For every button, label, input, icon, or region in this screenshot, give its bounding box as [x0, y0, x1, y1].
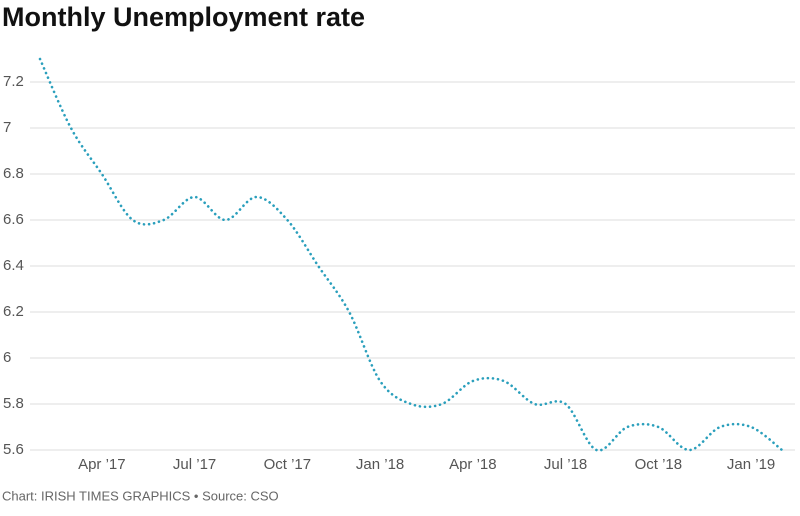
x-tick-label: Oct ’18 — [635, 456, 683, 473]
x-tick-label: Oct ’17 — [264, 456, 312, 473]
line — [38, 57, 784, 452]
x-tick-label: Jul ’18 — [544, 456, 587, 473]
x-tick-label: Jul ’17 — [173, 456, 216, 473]
y-tick-label: 6 — [3, 349, 11, 366]
x-tick-label: Jan ’18 — [356, 456, 404, 473]
y-tick-label: 5.8 — [3, 395, 24, 412]
y-tick-label: 7 — [3, 119, 11, 136]
y-tick-label: 6.2 — [3, 303, 24, 320]
x-tick-label: Apr ’18 — [449, 456, 497, 473]
y-tick-label: 6.4 — [3, 257, 24, 274]
x-tick-label: Jan ’19 — [727, 456, 775, 473]
source: Chart: IRISH TIMES GRAPHICS • Source: CS… — [2, 488, 279, 503]
x-tick-label: Apr ’17 — [78, 456, 126, 473]
y-tick-label: 5.6 — [3, 441, 24, 458]
y-tick-label: 7.2 — [3, 73, 24, 90]
chart-title: Monthly Unemployment rate — [2, 2, 365, 32]
y-tick-label: 6.6 — [3, 211, 24, 228]
y-tick-label: 6.8 — [3, 165, 24, 182]
